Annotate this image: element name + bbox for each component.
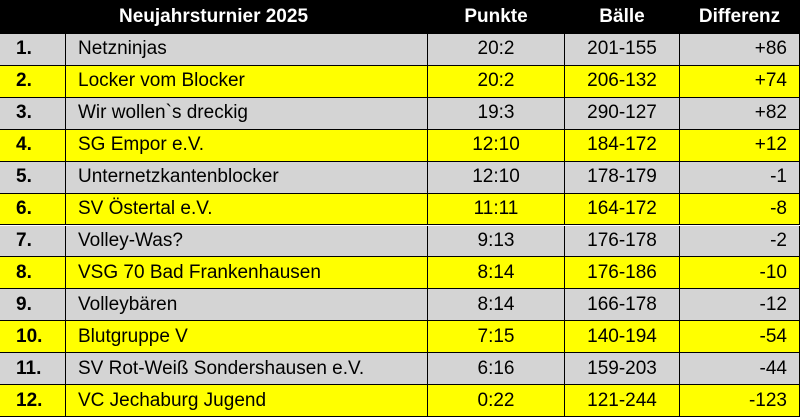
team-name: Netzninjas bbox=[66, 34, 428, 66]
rank: 1. bbox=[0, 34, 66, 66]
points: 9:13 bbox=[428, 225, 565, 258]
points: 11:11 bbox=[428, 193, 565, 226]
team-name: SG Empor e.V. bbox=[66, 129, 428, 162]
team-name: SV Östertal e.V. bbox=[66, 193, 428, 226]
balls: 184-172 bbox=[565, 129, 680, 162]
balls: 140-194 bbox=[565, 321, 680, 354]
difference: -123 bbox=[680, 385, 800, 417]
team-name: VSG 70 Bad Frankenhausen bbox=[66, 257, 428, 290]
rank: 8. bbox=[0, 257, 66, 290]
balls: 201-155 bbox=[565, 34, 680, 66]
rank: 9. bbox=[0, 289, 66, 322]
column-header: Bälle bbox=[565, 0, 680, 34]
team-name: Volleybären bbox=[66, 289, 428, 322]
points: 12:10 bbox=[428, 161, 565, 194]
rank: 2. bbox=[0, 65, 66, 98]
points: 0:22 bbox=[428, 385, 565, 417]
column-header: Punkte bbox=[428, 0, 565, 34]
difference: -12 bbox=[680, 289, 800, 322]
difference: +86 bbox=[680, 34, 800, 66]
points: 20:2 bbox=[428, 34, 565, 66]
rank: 6. bbox=[0, 193, 66, 226]
team-name: Blutgruppe V bbox=[66, 321, 428, 354]
points: 12:10 bbox=[428, 129, 565, 162]
balls: 206-132 bbox=[565, 65, 680, 98]
rank: 4. bbox=[0, 129, 66, 162]
balls: 290-127 bbox=[565, 97, 680, 130]
balls: 159-203 bbox=[565, 353, 680, 386]
team-name: Wir wollen`s dreckig bbox=[66, 97, 428, 130]
balls: 121-244 bbox=[565, 385, 680, 417]
difference: -1 bbox=[680, 161, 800, 194]
points: 20:2 bbox=[428, 65, 565, 98]
team-name: Locker vom Blocker bbox=[66, 65, 428, 98]
difference: -2 bbox=[680, 225, 800, 258]
balls: 166-178 bbox=[565, 289, 680, 322]
balls: 176-186 bbox=[565, 257, 680, 290]
points: 8:14 bbox=[428, 257, 565, 290]
points: 7:15 bbox=[428, 321, 565, 354]
difference: -44 bbox=[680, 353, 800, 386]
points: 8:14 bbox=[428, 289, 565, 322]
team-name: Unternetzkantenblocker bbox=[66, 161, 428, 194]
rank: 10. bbox=[0, 321, 66, 354]
difference: -54 bbox=[680, 321, 800, 354]
team-name: Volley-Was? bbox=[66, 225, 428, 258]
balls: 176-178 bbox=[565, 225, 680, 258]
difference: +74 bbox=[680, 65, 800, 98]
rank: 5. bbox=[0, 161, 66, 194]
balls: 164-172 bbox=[565, 193, 680, 226]
balls: 178-179 bbox=[565, 161, 680, 194]
rank: 12. bbox=[0, 385, 66, 417]
difference: +12 bbox=[680, 129, 800, 162]
points: 6:16 bbox=[428, 353, 565, 386]
difference: +82 bbox=[680, 97, 800, 130]
rank: 7. bbox=[0, 225, 66, 258]
table-title: Neujahrsturnier 2025 bbox=[0, 0, 428, 34]
team-name: VC Jechaburg Jugend bbox=[66, 385, 428, 417]
difference: -8 bbox=[680, 193, 800, 226]
rank: 3. bbox=[0, 97, 66, 130]
rank: 11. bbox=[0, 353, 66, 386]
points: 19:3 bbox=[428, 97, 565, 130]
column-header: Differenz bbox=[680, 0, 800, 34]
team-name: SV Rot-Weiß Sondershausen e.V. bbox=[66, 353, 428, 386]
difference: -10 bbox=[680, 257, 800, 290]
